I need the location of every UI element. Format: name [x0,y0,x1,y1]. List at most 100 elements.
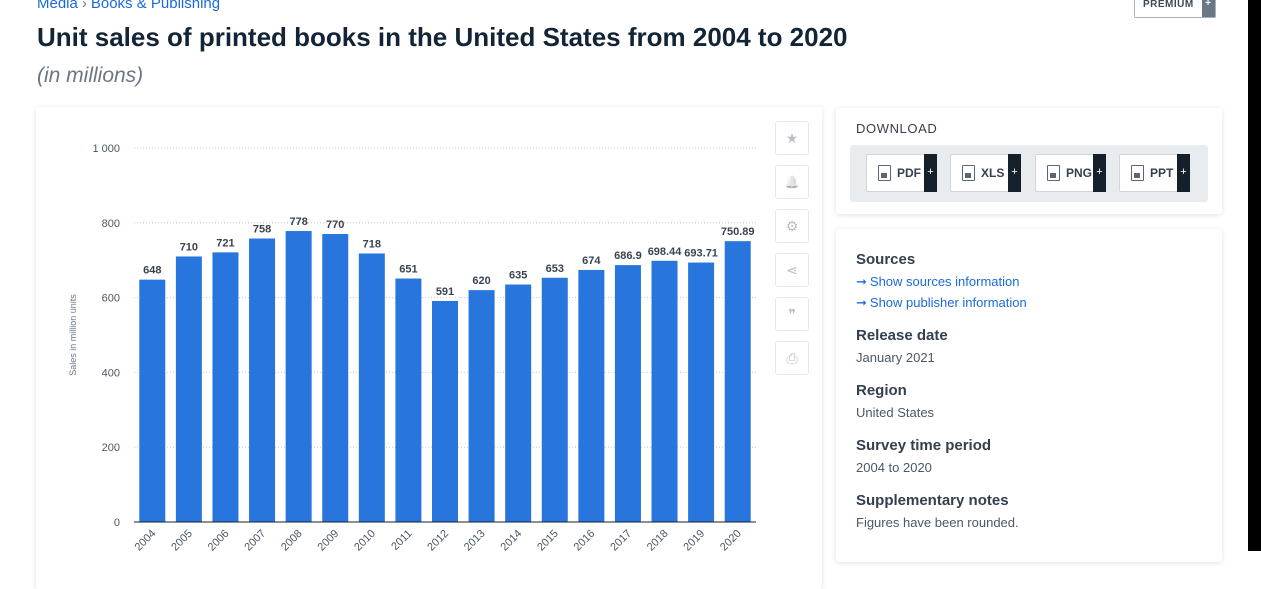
bar [688,262,715,522]
show-publisher-label: Show publisher information [869,295,1027,310]
png-file-icon [1047,165,1060,181]
bar-value-label: 693.71 [684,248,718,260]
bar-value-label: 721 [216,237,234,249]
chart-toolbar: ★ 🔔 ⚙ ⋖ ❞ ⎙ [775,121,809,385]
survey-period-heading: Survey time period [856,437,992,454]
bar [395,278,422,522]
download-bar: PDF + XLS + PNG + PPT + [850,145,1208,202]
bar [322,234,349,522]
arrow-right-icon: ➞ [856,295,867,310]
print-icon: ⎙ [786,349,798,366]
bar [285,231,312,522]
bar [541,277,568,522]
download-png-plus[interactable]: + [1093,154,1106,192]
x-tick-label: 2020 [718,528,744,554]
download-ppt-button[interactable]: PPT + [1119,154,1190,192]
download-pdf-label: PDF [897,166,921,180]
y-tick-label: 800 [102,218,120,230]
x-tick-label: 2011 [389,528,414,553]
bar-value-label: 750.89 [721,226,755,238]
download-pdf-plus[interactable]: + [924,154,937,192]
y-tick-label: 600 [102,293,120,305]
bar [432,300,458,522]
x-tick-label: 2014 [498,528,524,554]
y-tick-label: 1 000 [92,143,120,155]
bar [468,290,495,522]
premium-badge[interactable]: PREMIUM + [1134,0,1216,18]
download-ppt-plus[interactable]: + [1177,154,1190,192]
bar [578,269,605,522]
share-icon: ⋖ [786,261,798,278]
y-tick-label: 400 [102,367,120,379]
chart-panel: 0 200 400 600 800 1 000 Sales in million units… [36,107,822,589]
download-xls-plus[interactable]: + [1008,154,1021,192]
x-tick-label: 2010 [352,528,378,554]
sources-heading: Sources [856,251,916,268]
premium-label: PREMIUM [1135,0,1202,17]
bar-value-label: 698.44 [648,246,683,258]
bar-value-label: 674 [582,255,601,267]
bar [175,256,202,522]
supplementary-notes-heading: Supplementary notes [856,492,1009,509]
x-tick-label: 2015 [535,528,561,554]
release-date-heading: Release date [856,327,948,344]
x-tick-label: 2007 [242,528,268,554]
show-publisher-link[interactable]: ➞ Show publisher information [856,295,1027,311]
supplementary-notes-value: Figures have been rounded. [856,515,1019,530]
cite-button[interactable]: ❞ [775,297,809,331]
xls-file-icon [962,165,975,181]
y-axis-title: Sales in million units [68,294,78,376]
x-tick-label: 2004 [133,528,159,554]
survey-period-value: 2004 to 2020 [856,460,932,475]
bar [358,253,385,522]
x-tick-label: 2016 [572,528,598,554]
x-tick-label: 2005 [169,528,195,554]
breadcrumb-media-link[interactable]: Media [37,0,78,12]
quote-icon: ❞ [788,305,796,322]
bar-value-label: 635 [509,270,527,282]
gear-icon: ⚙ [785,217,799,234]
download-title: DOWNLOAD [856,121,938,136]
bar-chart: 0 200 400 600 800 1 000 Sales in million units… [68,143,756,554]
window-edge [1248,0,1261,551]
share-button[interactable]: ⋖ [775,253,809,287]
breadcrumb-books-link[interactable]: Books & Publishing [90,0,221,12]
bar-value-label: 686.9 [614,250,642,262]
print-button[interactable]: ⎙ [775,341,809,375]
bar [651,260,678,522]
notification-button[interactable]: 🔔 [775,165,809,199]
bar-value-label: 651 [399,264,417,276]
x-tick-label: 2017 [608,528,634,554]
bar-value-label: 718 [363,238,381,250]
x-tick-label: 2012 [425,528,451,554]
x-tick-label: 2006 [206,528,232,554]
download-png-button[interactable]: PNG + [1035,154,1106,192]
x-tick-label: 2008 [279,528,305,554]
x-tick-label: 2013 [462,528,488,554]
x-tick-label: 2019 [681,528,707,554]
bar-value-label: 710 [180,241,198,253]
download-pdf-button[interactable]: PDF + [866,154,937,192]
download-xls-label: XLS [981,166,1005,180]
show-sources-link[interactable]: ➞ Show sources information [856,274,1019,290]
y-tick-label: 0 [114,517,120,529]
x-tick-label: 2018 [645,528,671,554]
ppt-file-icon [1131,165,1144,181]
bar-value-label: 778 [289,216,307,228]
bar [614,265,641,522]
settings-button[interactable]: ⚙ [775,209,809,243]
favorite-button[interactable]: ★ [775,121,809,155]
bar [724,241,751,522]
breadcrumb: Media › Books & Publishing [37,0,220,12]
page-subtitle: (in millions) [37,64,144,87]
bar [212,252,239,522]
bar-value-label: 758 [253,224,271,236]
x-tick-label: 2009 [316,528,342,554]
bar-value-label: 653 [546,263,564,275]
download-xls-button[interactable]: XLS + [950,154,1021,192]
download-ppt-label: PPT [1150,166,1174,180]
bell-icon: 🔔 [784,175,800,189]
bar-value-label: 591 [436,286,454,298]
info-panel: Sources ➞ Show sources information ➞ Show … [836,229,1222,562]
arrow-right-icon: ➞ [856,274,867,289]
